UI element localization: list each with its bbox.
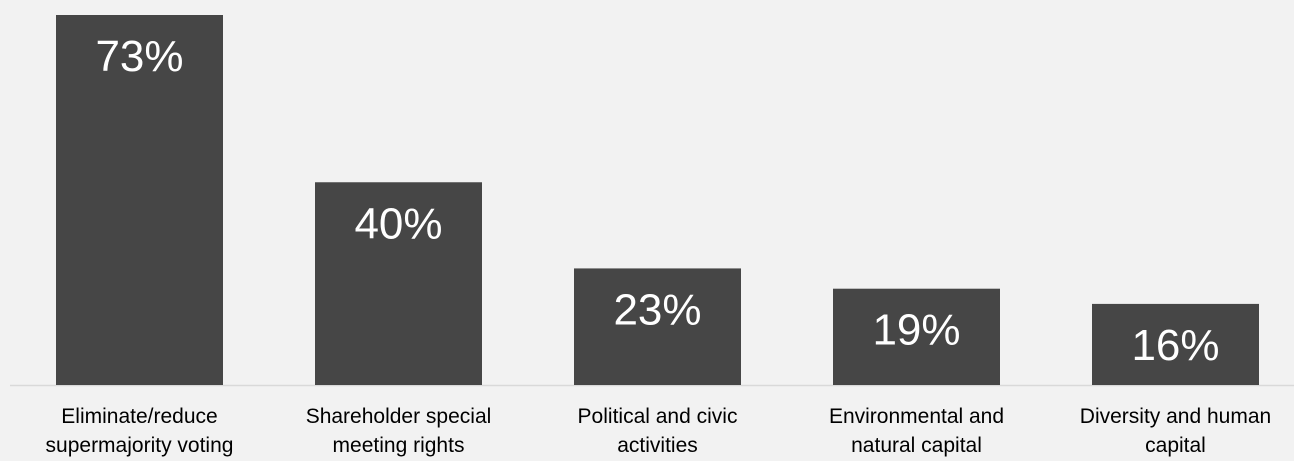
bar [315, 182, 482, 385]
category-label-line: meeting rights [333, 434, 465, 457]
bar-value-label: 40% [354, 199, 442, 248]
category-label-line: natural capital [851, 434, 982, 457]
category-label: Environmental and natural capital [829, 405, 1004, 457]
category-label-line: Diversity and human [1080, 405, 1271, 428]
bar-value-label: 23% [613, 285, 701, 334]
category-label-line: activities [617, 434, 698, 457]
bar-value-label: 16% [1131, 321, 1219, 370]
category-label-line: capital [1145, 434, 1206, 457]
bar-value-label: 19% [872, 306, 960, 355]
bar [1092, 303, 1259, 385]
category-label: Diversity and human capital [1080, 405, 1271, 457]
bar [56, 15, 223, 385]
category-label-line: supermajority voting [46, 434, 234, 457]
bar [574, 268, 741, 385]
category-label: Political and civic activities [578, 405, 738, 457]
category-label-line: Eliminate/reduce [61, 405, 217, 428]
bar [833, 288, 1000, 385]
category-label: Eliminate/reduce supermajority voting [46, 405, 234, 457]
category-label-line: Political and civic [578, 405, 738, 428]
category-label-line: Shareholder special [306, 405, 492, 428]
bar-value-label: 73% [95, 32, 183, 81]
category-label: Shareholder special meeting rights [306, 405, 492, 457]
category-label-line: Environmental and [829, 405, 1004, 428]
